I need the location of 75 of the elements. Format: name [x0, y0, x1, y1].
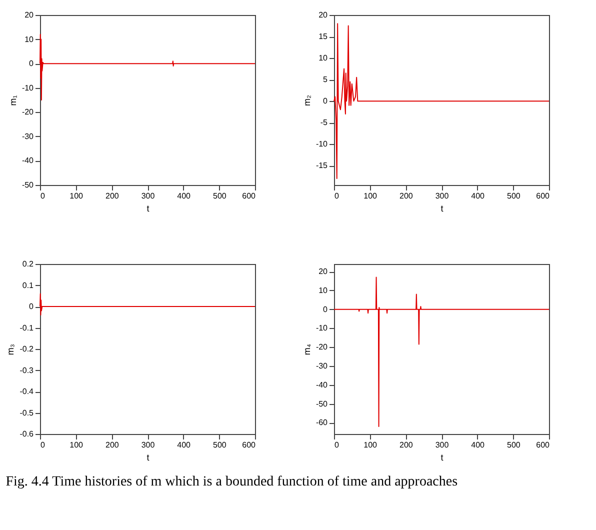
x-tick-label: 100 [364, 192, 378, 200]
y-tick-label: -20 [316, 342, 328, 352]
y-tick-label: 0 [29, 59, 34, 68]
x-tick-label: 400 [471, 440, 486, 450]
x-tick-label: 600 [242, 192, 256, 200]
line-series [334, 23, 550, 180]
y-axis-title: m₄ [302, 344, 312, 356]
x-tick-label: 500 [506, 192, 521, 200]
x-tick-label: 400 [177, 440, 192, 450]
y-tick-label: -5 [320, 118, 328, 128]
x-tick-label: 500 [212, 440, 227, 450]
x-tick-label: 0 [334, 440, 340, 450]
x-axis-title: t [440, 452, 444, 462]
x-tick-label: 100 [70, 440, 84, 450]
y-tick-label: 0 [323, 96, 328, 106]
x-tick-label: 500 [212, 192, 227, 200]
x-tick-label: 400 [177, 192, 192, 200]
y-tick-label: 0.2 [22, 260, 34, 268]
x-tick-label: 600 [536, 440, 550, 450]
x-tick-label: 600 [536, 192, 550, 200]
y-tick-label: -30 [316, 362, 328, 370]
x-axis-title: t [440, 204, 444, 214]
y-tick-label: -60 [316, 418, 328, 428]
y-tick-label: 10 [24, 34, 34, 44]
x-tick-label: 300 [435, 192, 450, 200]
line-series [334, 276, 550, 427]
y-axis-title: m₂ [302, 94, 312, 106]
y-tick-label: -50 [22, 180, 34, 190]
caption: Fig. 4.4 Time histories of m which is a bounded function of time and approaches [6, 474, 458, 490]
y-tick-label: 20 [318, 267, 328, 276]
y-tick-label: -10 [316, 140, 328, 149]
line-series [40, 34, 256, 100]
x-tick-label: 300 [141, 440, 156, 450]
y-tick-label: -20 [22, 108, 34, 117]
y-tick-label: 10 [318, 286, 328, 295]
x-tick-label: 100 [70, 192, 84, 200]
y-tick-label: 0.1 [22, 280, 34, 290]
y-tick-label: 20 [318, 10, 328, 20]
y-tick-label: -40 [22, 156, 34, 166]
y-axis-title: m₃ [6, 344, 16, 356]
y-tick-label: 15 [318, 32, 328, 42]
y-tick-label: -0.3 [20, 366, 34, 375]
y-axis-title: m₁ [8, 95, 18, 106]
y-tick-label: 0 [29, 302, 34, 311]
x-axis-title: t [146, 204, 150, 214]
x-tick-label: 0 [40, 440, 46, 450]
x-tick-label: 200 [105, 440, 120, 450]
x-tick-label: 200 [105, 192, 120, 200]
x-tick-label: 200 [399, 192, 414, 200]
y-tick-label: -0.5 [20, 408, 34, 418]
x-tick-label: 500 [506, 440, 521, 450]
y-tick-label: 10 [318, 54, 328, 63]
x-tick-label: 0 [334, 192, 340, 200]
x-tick-label: 100 [364, 440, 378, 450]
y-tick-label: -30 [22, 132, 34, 141]
y-tick-label: -0.6 [20, 430, 34, 438]
y-tick-label: -0.2 [20, 344, 34, 354]
y-tick-label: 5 [323, 75, 328, 84]
x-tick-label: 0 [40, 192, 46, 200]
y-tick-label: -15 [316, 161, 328, 170]
x-axis-title: t [146, 452, 150, 462]
y-tick-label: -50 [316, 399, 328, 408]
x-tick-label: 300 [435, 440, 450, 450]
y-tick-label: -0.4 [20, 387, 34, 396]
x-tick-label: 200 [399, 440, 414, 450]
y-tick-label: -10 [316, 324, 328, 333]
line-series [40, 293, 256, 316]
y-tick-label: -10 [22, 83, 34, 92]
y-tick-label: 20 [24, 10, 34, 20]
x-tick-label: 400 [471, 192, 486, 200]
y-tick-label: -40 [316, 380, 328, 390]
y-tick-label: 0 [323, 304, 328, 314]
x-tick-label: 300 [141, 192, 156, 200]
y-tick-label: -0.1 [20, 323, 34, 332]
x-tick-label: 600 [242, 440, 256, 450]
